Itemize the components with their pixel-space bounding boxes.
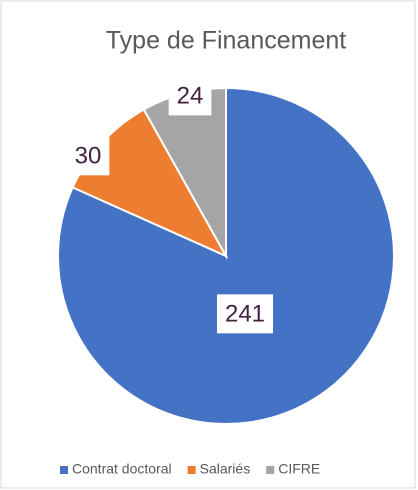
legend-swatch xyxy=(187,466,196,474)
legend-label: Salariés xyxy=(200,461,251,477)
legend-label: Contrat doctoral xyxy=(72,461,172,477)
legend-swatch xyxy=(60,466,68,474)
legend-label: CIFRE xyxy=(278,461,320,477)
chart-title: Type de Financement xyxy=(106,27,346,55)
data-label: 241 xyxy=(225,300,265,327)
legend-swatch xyxy=(266,466,275,474)
data-label-box xyxy=(216,294,274,334)
data-label-box xyxy=(66,136,110,176)
data-label: 24 xyxy=(177,82,204,109)
data-label-box xyxy=(168,76,212,116)
data-label: 30 xyxy=(75,142,102,169)
